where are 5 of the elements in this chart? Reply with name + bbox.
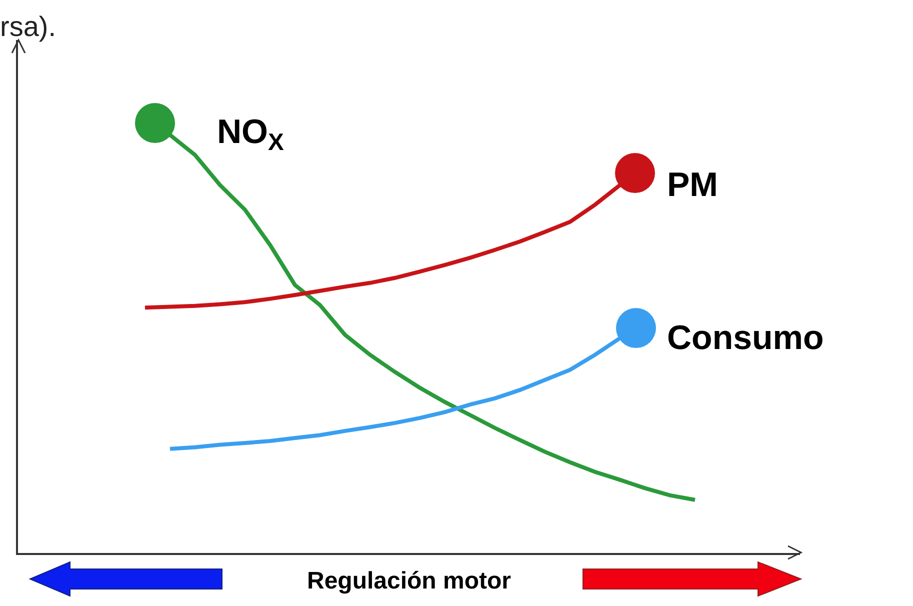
- legend-label: NO$_{X}$: [217, 113, 284, 156]
- x-axis-title: Regulación motor: [306, 568, 512, 595]
- legend-label: PM: [667, 166, 718, 204]
- text: rsa).: [0, 11, 56, 42]
- legend-label: Consumo: [667, 319, 824, 357]
